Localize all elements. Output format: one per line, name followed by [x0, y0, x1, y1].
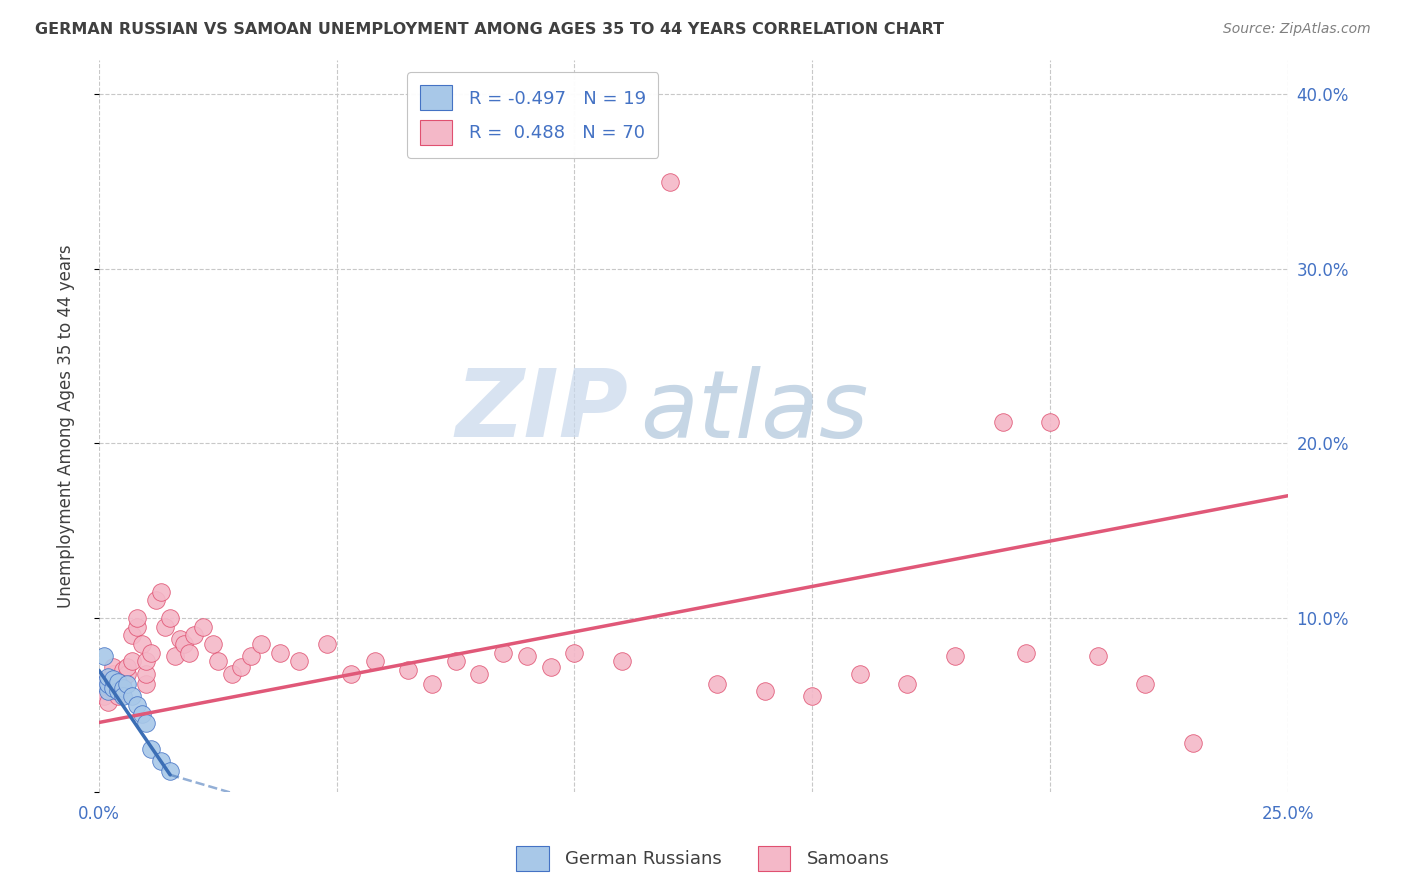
Point — [249, 637, 271, 651]
Point — [135, 715, 157, 730]
Point — [97, 684, 120, 698]
Point — [754, 684, 776, 698]
Point — [943, 649, 966, 664]
Point — [287, 655, 309, 669]
Point — [101, 677, 124, 691]
Point — [107, 690, 129, 704]
Point — [117, 666, 139, 681]
Point — [101, 659, 124, 673]
Point — [93, 649, 115, 664]
Point — [111, 690, 134, 704]
Point — [444, 655, 467, 669]
Point — [1039, 416, 1062, 430]
Point — [93, 677, 115, 691]
Point — [131, 637, 153, 651]
Point — [1135, 677, 1157, 691]
Point — [111, 681, 134, 695]
Point — [101, 681, 124, 695]
Point — [492, 646, 515, 660]
Point — [420, 677, 443, 691]
Point — [193, 619, 215, 633]
Point — [173, 637, 195, 651]
Point — [658, 175, 681, 189]
Text: Source: ZipAtlas.com: Source: ZipAtlas.com — [1223, 22, 1371, 37]
Point — [801, 690, 824, 704]
Point — [111, 663, 134, 677]
Point — [396, 663, 419, 677]
Point — [93, 684, 115, 698]
Point — [896, 677, 918, 691]
Point — [135, 677, 157, 691]
Point — [183, 628, 205, 642]
Point — [207, 655, 229, 669]
Text: GERMAN RUSSIAN VS SAMOAN UNEMPLOYMENT AMONG AGES 35 TO 44 YEARS CORRELATION CHAR: GERMAN RUSSIAN VS SAMOAN UNEMPLOYMENT AM… — [35, 22, 945, 37]
Point — [111, 672, 134, 686]
Point — [145, 593, 167, 607]
Point — [97, 677, 120, 691]
Point — [125, 698, 148, 712]
Point — [93, 677, 115, 691]
Point — [149, 754, 172, 768]
Point — [121, 690, 143, 704]
Point — [135, 655, 157, 669]
Point — [139, 741, 162, 756]
Point — [159, 611, 181, 625]
Point — [706, 677, 728, 691]
Point — [221, 666, 243, 681]
Text: atlas: atlas — [640, 366, 868, 457]
Point — [201, 637, 224, 651]
Point — [363, 655, 385, 669]
Point — [231, 659, 253, 673]
Text: ZIP: ZIP — [456, 366, 628, 458]
Point — [468, 666, 491, 681]
Point — [135, 666, 157, 681]
Point — [159, 764, 181, 779]
Point — [101, 672, 124, 686]
Point — [849, 666, 872, 681]
Point — [240, 649, 263, 664]
Point — [269, 646, 291, 660]
Point — [107, 677, 129, 691]
Point — [107, 675, 129, 690]
Point — [564, 646, 586, 660]
Point — [117, 659, 139, 673]
Point — [316, 637, 339, 651]
Point — [97, 681, 120, 695]
Point — [169, 632, 191, 646]
Point — [149, 584, 172, 599]
Point — [179, 646, 201, 660]
Point — [540, 659, 562, 673]
Y-axis label: Unemployment Among Ages 35 to 44 years: Unemployment Among Ages 35 to 44 years — [58, 244, 75, 607]
Point — [1181, 736, 1204, 750]
Point — [125, 611, 148, 625]
Point — [93, 690, 115, 704]
Point — [610, 655, 633, 669]
Point — [155, 619, 177, 633]
Point — [131, 706, 153, 721]
Point — [101, 666, 124, 681]
Point — [107, 684, 129, 698]
Point — [125, 619, 148, 633]
Point — [117, 677, 139, 691]
Point — [340, 666, 363, 681]
Point — [1015, 646, 1038, 660]
Point — [139, 646, 162, 660]
Point — [163, 649, 186, 664]
Point — [121, 655, 143, 669]
Point — [97, 672, 120, 686]
Legend: German Russians, Samoans: German Russians, Samoans — [509, 838, 897, 879]
Point — [107, 684, 129, 698]
Point — [101, 684, 124, 698]
Point — [121, 628, 143, 642]
Point — [97, 695, 120, 709]
Point — [516, 649, 538, 664]
Legend: R = -0.497   N = 19, R =  0.488   N = 70: R = -0.497 N = 19, R = 0.488 N = 70 — [408, 72, 658, 158]
Point — [1087, 649, 1109, 664]
Point — [991, 416, 1014, 430]
Point — [97, 670, 120, 684]
Point — [111, 681, 134, 695]
